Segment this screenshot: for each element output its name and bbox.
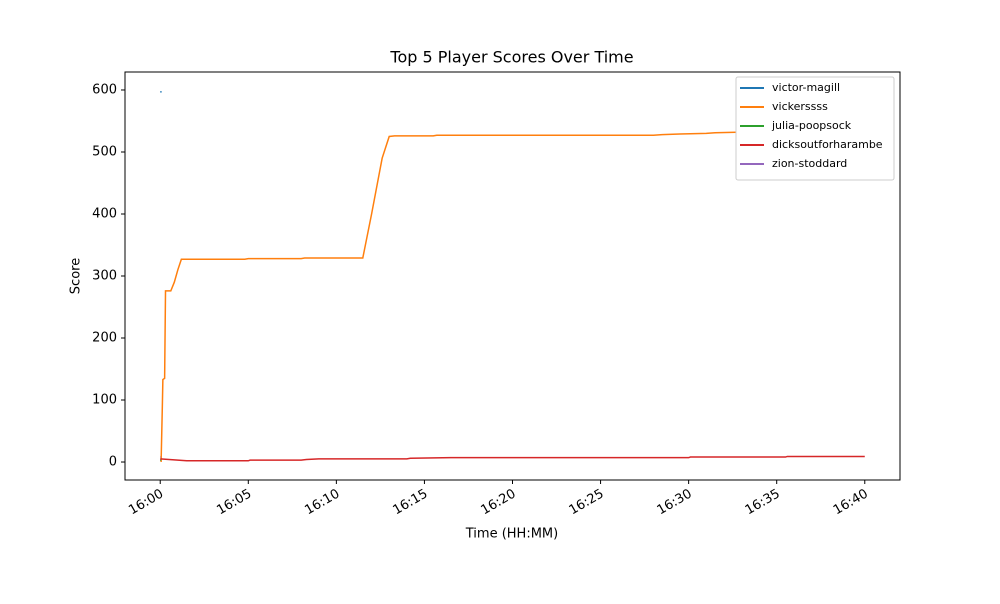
legend-label: victor-magill [772,81,840,94]
y-tick-label: 400 [92,206,117,221]
legend-label: vickerssss [772,100,828,113]
y-tick-label: 0 [109,455,117,470]
chart-title: Top 5 Player Scores Over Time [389,48,633,67]
x-tick-label: 16:40 [831,486,871,518]
x-tick-label: 16:25 [567,486,607,518]
legend-frame [735,76,895,181]
y-tick-label: 300 [92,269,117,284]
x-tick-label: 16:30 [655,486,695,518]
legend: victor-magill vickerssss julia-poopsock dic… [735,76,895,181]
x-tick-label: 16:35 [743,486,783,518]
y-tick-label: 600 [92,82,117,97]
series-line [160,455,865,462]
x-tick-label: 16:10 [302,486,342,518]
x-tick-label: 16:15 [390,486,430,518]
x-tick-label: 16:20 [479,486,519,518]
x-tick-label: 16:05 [214,486,254,518]
y-axis-label: Score [69,258,84,294]
y-tick-label: 200 [92,331,117,346]
x-axis-label: Time (HH:MM) [465,527,558,542]
y-tick-label: 100 [92,393,117,408]
x-tick-label: 16:00 [126,486,166,518]
legend-label: julia-poopsock [771,119,852,132]
plot-frame [124,71,901,481]
y-tick-label: 500 [92,144,117,159]
legend-label: zion-stoddard [772,157,847,170]
legend-label: dicksoutforharambe [772,138,883,151]
series-line [160,128,865,463]
